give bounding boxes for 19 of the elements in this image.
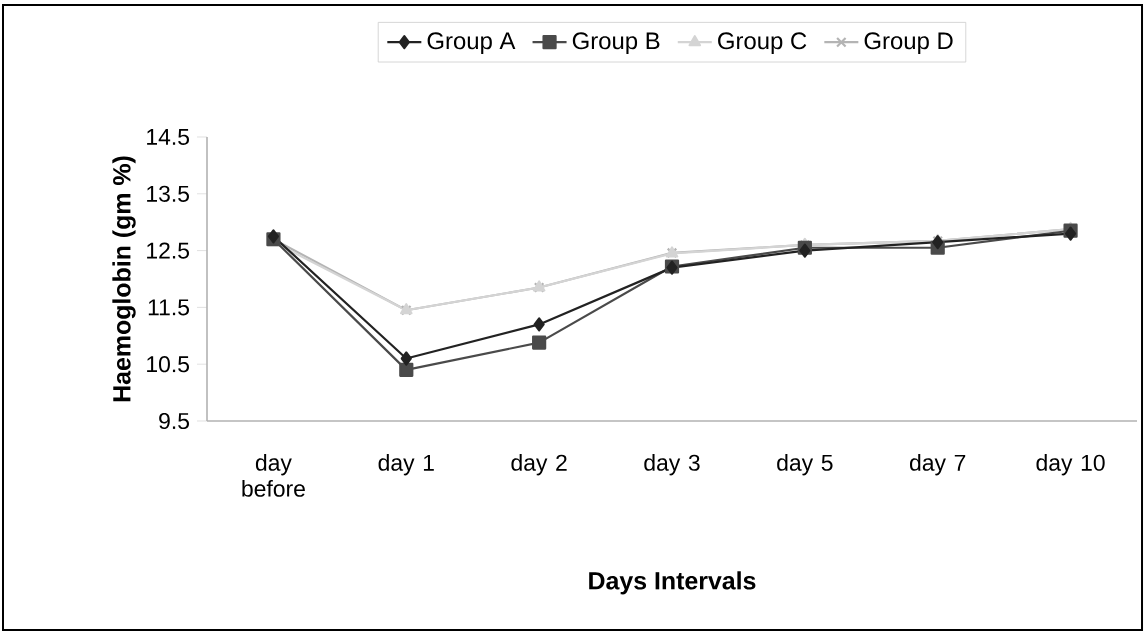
y-tick-label: 14.5 [147,129,189,145]
x-tick-label: day 10 [1036,454,1105,476]
y-tick-label: 13.5 [147,185,189,202]
legend-label: Group A [427,32,516,55]
y-tick-label: 10.5 [147,356,189,373]
y-tick-label: 11.5 [148,299,189,316]
x-tick-label: day before [242,454,305,497]
legend-label: Group D [864,32,953,55]
y-tick-label: 12.5 [147,242,189,259]
x-tick-label: day 3 [644,454,700,476]
y-axis-title: Haemoglobin (gm %) [112,156,136,402]
x-tick-label: day 5 [777,454,833,476]
x-tick-label: day 1 [378,454,434,476]
x-tick-label: day 2 [511,454,567,476]
y-tick-label: 9.5 [159,412,189,430]
legend-label: Group C [718,32,807,55]
x-tick-label: day 7 [910,454,966,476]
x-axis-title: Days Intervals [589,571,756,595]
legend-label: Group B [572,32,660,55]
